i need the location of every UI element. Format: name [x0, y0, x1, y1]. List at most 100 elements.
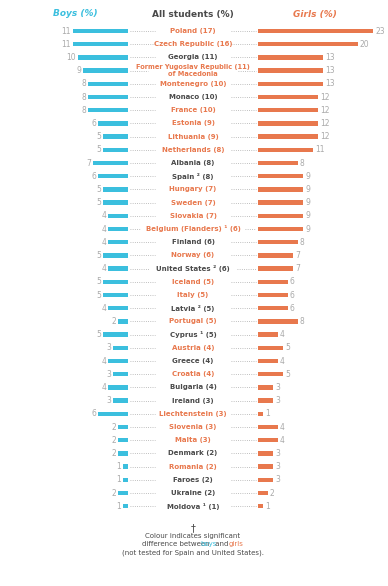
Bar [258, 148, 313, 152]
Text: Former Yugoslav Republic (11): Former Yugoslav Republic (11) [136, 64, 250, 70]
Text: Faroes (2): Faroes (2) [173, 477, 213, 483]
Text: Hungary (7): Hungary (7) [170, 186, 217, 192]
Text: 4: 4 [101, 304, 106, 313]
Bar [103, 200, 128, 205]
Bar [258, 425, 278, 430]
Text: Romania (2): Romania (2) [169, 464, 217, 469]
Text: 9: 9 [305, 172, 310, 180]
Bar [113, 372, 128, 376]
Text: 2: 2 [111, 317, 116, 326]
Bar [98, 174, 128, 179]
Bar [108, 240, 128, 244]
Text: 1: 1 [116, 502, 121, 511]
Bar [118, 451, 128, 456]
Text: United States ² (6): United States ² (6) [156, 265, 230, 272]
Bar [258, 490, 268, 495]
Text: Malta (3): Malta (3) [175, 437, 211, 443]
Text: 9: 9 [305, 185, 310, 194]
Text: 1: 1 [116, 462, 121, 471]
Text: 4: 4 [101, 238, 106, 247]
Bar [258, 108, 318, 113]
Bar [103, 253, 128, 258]
Text: (not tested for Spain and United States).: (not tested for Spain and United States)… [122, 550, 264, 556]
Bar [258, 332, 278, 337]
Bar [98, 411, 128, 416]
Text: 9: 9 [305, 224, 310, 233]
Text: Portugal (5): Portugal (5) [169, 318, 217, 325]
Text: Croatia (4): Croatia (4) [172, 371, 214, 377]
Text: Austria (4): Austria (4) [172, 345, 214, 351]
Text: Sweden (7): Sweden (7) [171, 200, 215, 206]
Text: 5: 5 [285, 343, 290, 352]
Bar [258, 280, 288, 284]
Text: 5: 5 [96, 277, 101, 287]
Text: 4: 4 [101, 264, 106, 273]
Text: Moldova ¹ (1): Moldova ¹ (1) [167, 503, 219, 510]
Text: 8: 8 [300, 317, 305, 326]
Bar [103, 280, 128, 284]
Bar [108, 359, 128, 363]
Text: girls: girls [229, 541, 244, 547]
Bar [103, 148, 128, 152]
Text: Ireland (3): Ireland (3) [172, 397, 214, 404]
Text: 4: 4 [280, 356, 285, 366]
Text: Slovenia (3): Slovenia (3) [169, 424, 217, 430]
Bar [88, 95, 128, 99]
Text: 8: 8 [300, 158, 305, 168]
Bar [258, 306, 288, 311]
Bar [258, 187, 303, 192]
Text: 2: 2 [270, 489, 275, 498]
Text: 1: 1 [116, 475, 121, 484]
Bar [108, 267, 128, 271]
Bar [258, 55, 323, 60]
Bar [258, 398, 273, 403]
Text: 1: 1 [265, 409, 270, 418]
Text: Latvia ² (5): Latvia ² (5) [171, 305, 215, 312]
Bar [258, 42, 358, 46]
Bar [258, 385, 273, 390]
Text: 6: 6 [290, 291, 295, 299]
Text: 3: 3 [106, 370, 111, 379]
Text: 7: 7 [295, 264, 300, 273]
Text: 3: 3 [275, 449, 280, 458]
Bar [83, 69, 128, 73]
Text: Monaco (10): Monaco (10) [169, 94, 217, 100]
Text: 13: 13 [325, 66, 334, 75]
Text: 7: 7 [86, 158, 91, 168]
Bar [123, 464, 128, 469]
Bar [258, 29, 373, 33]
Text: Norway (6): Norway (6) [171, 253, 215, 258]
Text: 4: 4 [280, 330, 285, 339]
Text: Netherlands (8): Netherlands (8) [162, 147, 224, 153]
Bar [118, 490, 128, 495]
Bar [258, 438, 278, 442]
Bar [88, 81, 128, 86]
Bar [113, 346, 128, 350]
Bar [123, 504, 128, 509]
Text: and: and [213, 541, 231, 547]
Text: 11: 11 [62, 40, 71, 49]
Bar [258, 411, 263, 416]
Text: 23: 23 [375, 26, 385, 36]
Text: 2: 2 [111, 423, 116, 431]
Text: Iceland (5): Iceland (5) [172, 279, 214, 285]
Bar [118, 319, 128, 323]
Text: 7: 7 [295, 251, 300, 260]
Bar [88, 108, 128, 113]
Bar [108, 227, 128, 231]
Text: 20: 20 [360, 40, 370, 49]
Text: 5: 5 [96, 145, 101, 154]
Text: Spain ² (8): Spain ² (8) [172, 173, 214, 180]
Text: 11: 11 [62, 26, 71, 36]
Text: 5: 5 [96, 198, 101, 207]
Text: Poland (17): Poland (17) [170, 28, 216, 34]
Bar [258, 200, 303, 205]
Bar [108, 385, 128, 390]
Text: Girls (%): Girls (%) [293, 9, 337, 19]
Bar [258, 134, 318, 139]
Bar [258, 227, 303, 231]
Bar [93, 161, 128, 165]
Text: 12: 12 [320, 93, 329, 101]
Bar [258, 161, 298, 165]
Bar [103, 134, 128, 139]
